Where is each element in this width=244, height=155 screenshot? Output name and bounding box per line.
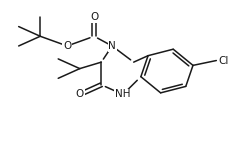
Text: O: O: [90, 12, 98, 22]
Text: N: N: [108, 41, 116, 51]
Text: NH: NH: [115, 89, 131, 100]
Text: Cl: Cl: [218, 55, 229, 66]
Text: O: O: [63, 41, 71, 51]
Text: O: O: [76, 89, 84, 100]
